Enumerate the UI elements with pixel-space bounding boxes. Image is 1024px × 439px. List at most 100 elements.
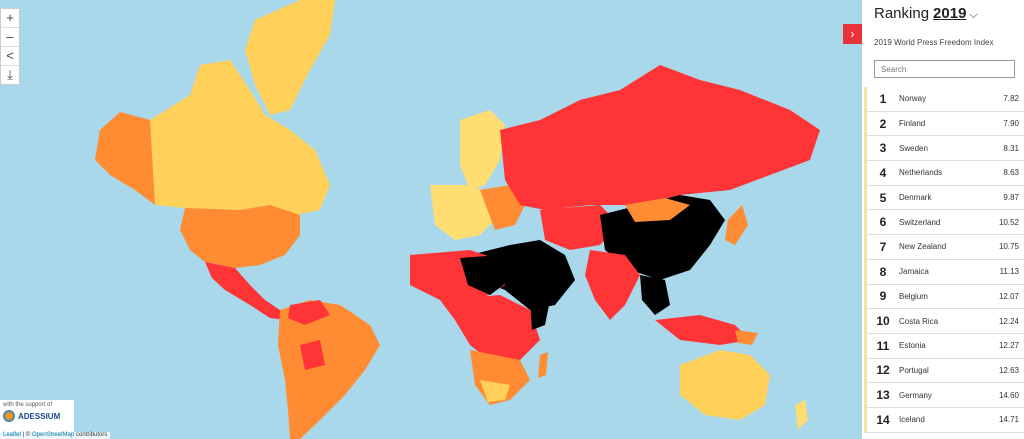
region-greenland[interactable]: [245, 0, 335, 115]
rank-number: 12: [876, 363, 890, 378]
region-south-america[interactable]: [278, 300, 380, 439]
country-score: 12.63: [998, 365, 1019, 375]
region-indonesia[interactable]: [655, 315, 750, 345]
country-name: Netherlands: [899, 168, 943, 178]
rank-number: 2: [879, 116, 887, 131]
year-selector[interactable]: 2019: [933, 5, 967, 22]
zoom-out-button[interactable]: –: [1, 28, 19, 47]
table-row[interactable]: 11 Estonia 12.27: [867, 334, 1024, 359]
rank-number: 9: [879, 289, 887, 304]
region-usa[interactable]: [180, 205, 300, 268]
region-india[interactable]: [585, 250, 640, 320]
table-row[interactable]: 2 Finland 7.90: [867, 112, 1024, 137]
region-mongolia[interactable]: [625, 198, 690, 222]
country-name: Germany: [899, 390, 932, 400]
index-subtitle: 2019 World Press Freedom Index: [874, 38, 994, 47]
zoom-in-button[interactable]: +: [1, 9, 19, 28]
ranking-title: Ranking: [874, 5, 930, 22]
region-new-zealand[interactable]: [795, 400, 808, 430]
ranking-header[interactable]: Ranking 2019 ⌵: [874, 5, 978, 22]
table-row[interactable]: 3 Sweden 8.31: [867, 136, 1024, 162]
table-row[interactable]: 13 Germany 14.60: [867, 383, 1024, 408]
region-venezuela[interactable]: [288, 300, 330, 325]
table-row[interactable]: 5 Denmark 9.87: [867, 186, 1024, 211]
table-row[interactable]: 9 Belgium 12.07: [867, 285, 1024, 310]
leaflet-link[interactable]: Leaflet: [3, 432, 22, 438]
region-china[interactable]: [600, 195, 725, 280]
country-score: 9.87: [1003, 193, 1019, 203]
region-sahara[interactable]: [460, 255, 510, 295]
country-name: Costa Rica: [899, 316, 939, 326]
table-row[interactable]: 12 Portugal 12.63: [867, 359, 1024, 384]
country-name: Iceland: [899, 415, 925, 425]
rank-number: 3: [879, 141, 887, 156]
search-input[interactable]: [874, 60, 1015, 78]
support-box: with the support of ADESSIUM: [0, 400, 74, 432]
country-name: Belgium: [899, 291, 928, 301]
country-name: Jamaica: [899, 267, 929, 277]
ranking-list: 1 Norway 7.82 2 Finland 7.90 3 Sweden 8.31 4 Nethe…: [864, 87, 1024, 433]
table-row[interactable]: 7 New Zealand 10.75: [867, 235, 1024, 260]
rank-number: 4: [879, 165, 887, 180]
region-alaska[interactable]: [95, 112, 155, 205]
region-se-asia[interactable]: [640, 275, 670, 315]
country-score: 8.31: [1003, 143, 1019, 153]
choropleth-map[interactable]: [0, 0, 862, 439]
region-australia[interactable]: [680, 350, 770, 420]
download-button[interactable]: ⤓: [1, 66, 19, 84]
region-eastern-europe[interactable]: [480, 185, 525, 230]
rank-number: 13: [876, 388, 890, 403]
ranking-panel: Ranking 2019 ⌵ 2019 World Press Freedom In…: [862, 0, 1024, 439]
country-name: Sweden: [899, 143, 928, 153]
region-bolivia[interactable]: [300, 340, 325, 370]
region-scandinavia[interactable]: [460, 110, 505, 190]
region-madagascar[interactable]: [538, 352, 548, 378]
region-central-asia[interactable]: [540, 205, 620, 250]
country-score: 12.07: [998, 291, 1019, 301]
panel-toggle-button[interactable]: ›: [843, 24, 862, 44]
country-name: Finland: [899, 119, 926, 129]
region-horn-africa[interactable]: [530, 300, 550, 330]
rank-number: 5: [879, 190, 887, 205]
adessium-logo[interactable]: ADESSIUM: [3, 410, 71, 422]
chevron-right-icon: ›: [850, 27, 855, 41]
region-russia[interactable]: [500, 65, 820, 210]
rank-number: 14: [876, 412, 890, 427]
table-row[interactable]: 10 Costa Rica 12.24: [867, 309, 1024, 334]
rank-number: 7: [879, 239, 887, 254]
attribution-sep: | ©: [21, 432, 32, 438]
table-row[interactable]: 14 Iceland 14.71: [867, 408, 1024, 433]
country-score: 10.52: [998, 217, 1019, 227]
logo-burst-icon: [3, 410, 15, 422]
region-western-europe[interactable]: [430, 185, 500, 240]
country-name: Denmark: [899, 193, 932, 203]
region-mexico[interactable]: [205, 262, 285, 320]
region-south-africa[interactable]: [480, 380, 510, 402]
country-name: Portugal: [899, 365, 929, 375]
table-row[interactable]: 1 Norway 7.82: [867, 87, 1024, 112]
table-row[interactable]: 8 Jamaica 11.13: [867, 260, 1024, 285]
logo-text: ADESSIUM: [18, 411, 61, 421]
table-row[interactable]: 4 Netherlands 8.63: [867, 161, 1024, 186]
region-canada[interactable]: [150, 60, 330, 215]
country-score: 12.27: [998, 341, 1019, 351]
download-icon: ⤓: [7, 67, 13, 82]
rank-number: 11: [876, 338, 890, 353]
attribution-tail: contributors: [74, 432, 108, 438]
osm-link[interactable]: OpenStreetMap: [32, 432, 75, 438]
map-controls: + – < ⤓: [0, 8, 20, 85]
region-central-africa[interactable]: [440, 295, 540, 365]
map-attribution: Leaflet | © OpenStreetMap contributors: [0, 432, 111, 439]
support-text: with the support of: [3, 402, 53, 408]
rank-number: 6: [879, 215, 887, 230]
table-row[interactable]: 6 Switzerland 10.52: [867, 210, 1024, 236]
share-button[interactable]: <: [1, 47, 19, 66]
region-png[interactable]: [735, 330, 758, 345]
region-japan[interactable]: [725, 205, 748, 245]
rank-number: 1: [879, 91, 887, 106]
country-score: 7.82: [1003, 94, 1019, 104]
country-name: New Zealand: [899, 242, 947, 252]
country-name: Switzerland: [899, 217, 941, 227]
world-map[interactable]: + – < ⤓ with the support of ADESSIUM Lea…: [0, 0, 862, 439]
chevron-down-icon[interactable]: ⌵: [969, 9, 978, 21]
